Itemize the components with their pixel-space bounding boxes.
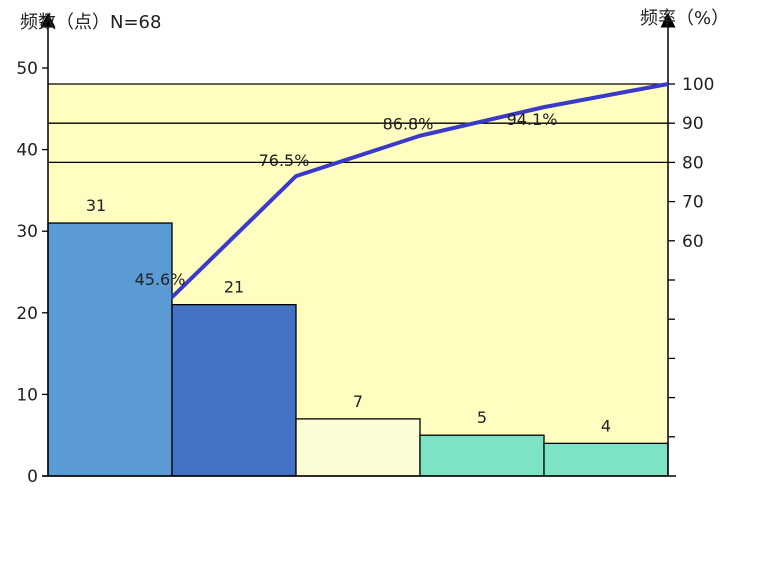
right-tick-label: 100 <box>682 75 714 95</box>
left-tick-label: 20 <box>16 304 38 324</box>
right-tick-label: 80 <box>682 153 704 173</box>
cumulative-percent-label: 86.8% <box>383 115 434 134</box>
left-axis-title: 频数（点）N=68 <box>20 12 161 33</box>
right-tick-label: 90 <box>682 114 704 134</box>
bar <box>419 434 545 477</box>
left-tick-label: 0 <box>27 467 38 487</box>
bar <box>47 222 173 477</box>
right-axis-title: 频率（%） <box>640 8 729 29</box>
right-tick-label: 60 <box>682 232 704 252</box>
cumulative-percent-label: 76.5% <box>259 151 310 170</box>
bar-value-label: 21 <box>224 278 244 297</box>
left-tick-label: 50 <box>16 59 38 79</box>
bar <box>543 442 669 477</box>
right-tick-label: 70 <box>682 193 704 213</box>
left-tick-label: 40 <box>16 141 38 161</box>
cumulative-percent-label: 94.1% <box>507 110 558 129</box>
bar-value-label: 31 <box>86 196 106 215</box>
bar <box>171 303 297 477</box>
cumulative-percent-label: 45.6% <box>135 270 186 289</box>
bar <box>295 418 421 477</box>
bar-value-label: 5 <box>477 408 487 427</box>
left-tick-label: 30 <box>16 222 38 242</box>
bar-value-label: 7 <box>353 392 363 411</box>
left-tick-label: 10 <box>16 385 38 405</box>
cumulative-percent-line <box>170 82 669 299</box>
bar-value-label: 4 <box>601 416 611 435</box>
